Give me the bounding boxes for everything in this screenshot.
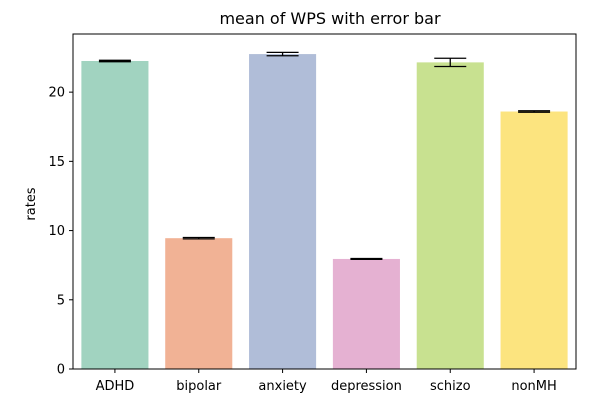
- bar-nonmh: [500, 111, 568, 369]
- axes-frame: [72, 33, 577, 370]
- bar-schizo: [416, 62, 484, 369]
- x-tick-label: nonMH: [511, 379, 556, 394]
- y-tick-label: 10: [48, 224, 65, 239]
- y-tick-label: 15: [48, 155, 65, 170]
- x-tick-label: anxiety: [258, 379, 307, 394]
- x-tick-label: ADHD: [96, 379, 135, 394]
- plot-area: ADHD bipolar anxiety depression schizo nonMH 0…: [48, 33, 577, 394]
- y-tick-label: 0: [57, 363, 65, 378]
- bar-bipolar: [165, 238, 233, 369]
- y-axis-label: rates: [24, 187, 39, 220]
- x-tick-label: depression: [331, 379, 402, 394]
- y-tick-label: 5: [57, 293, 65, 308]
- x-tick-label: bipolar: [176, 379, 222, 394]
- bar-depression: [332, 258, 400, 369]
- bar-adhd: [81, 60, 149, 369]
- chart-title: mean of WPS with error bar: [219, 9, 440, 28]
- y-tick-label: 20: [48, 86, 65, 101]
- x-tick-label: schizo: [430, 379, 471, 394]
- bar-anxiety: [249, 54, 317, 369]
